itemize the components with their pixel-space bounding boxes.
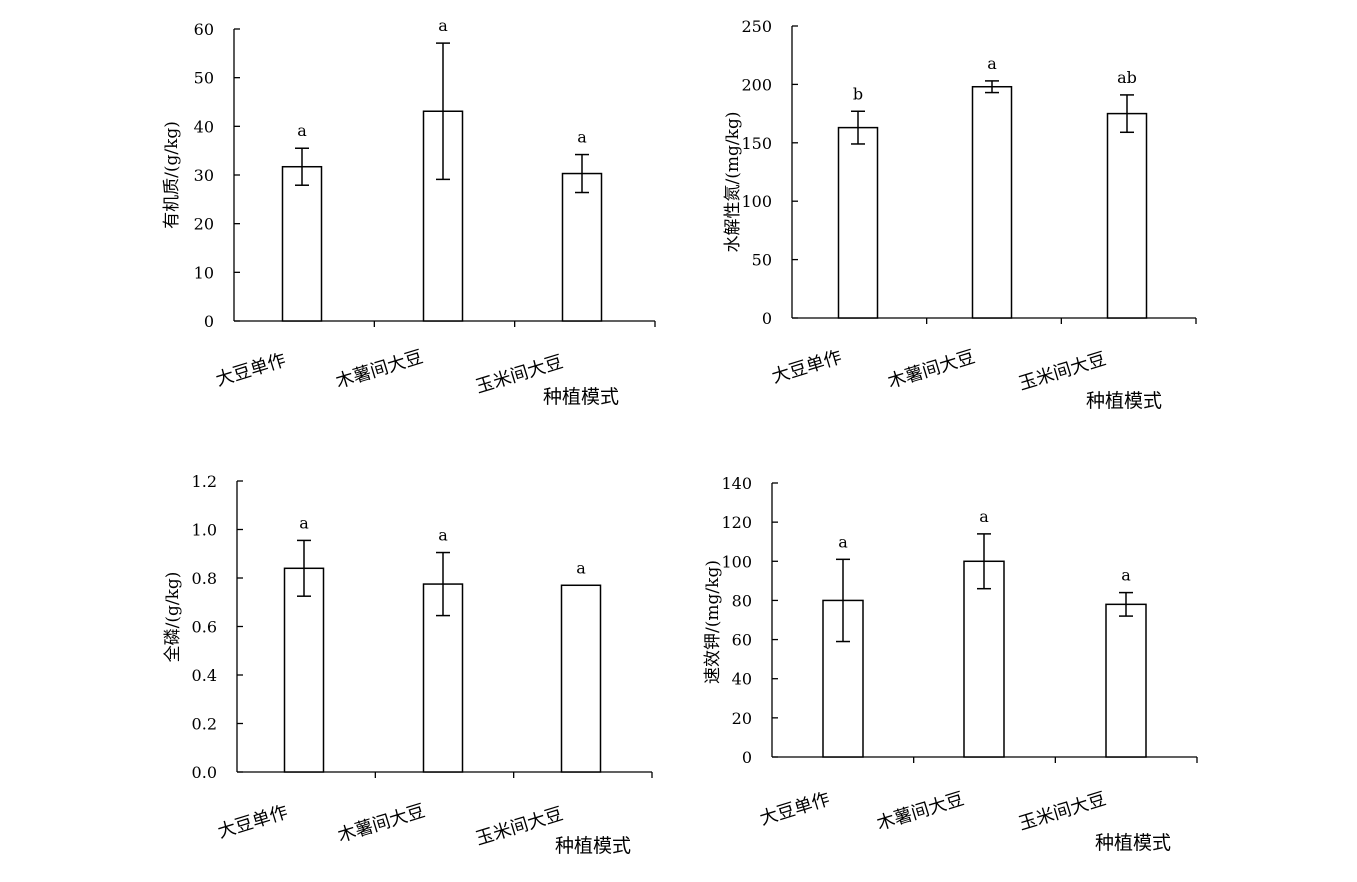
bar — [1105, 603, 1147, 758]
x-category-label: 木薯间大豆 — [333, 346, 425, 392]
y-tick-label: 40 — [194, 117, 214, 136]
x-category-label: 木薯间大豆 — [335, 800, 427, 846]
x-category-label: 玉米间大豆 — [1016, 788, 1108, 834]
x-category-label: 木薯间大豆 — [885, 346, 977, 392]
significance-label: a — [838, 532, 848, 551]
x-category-label: 大豆单作 — [215, 802, 290, 843]
bar — [561, 172, 603, 322]
significance-label: a — [987, 54, 997, 73]
x-category-label: 木薯间大豆 — [874, 788, 966, 834]
y-axis-label: 有机质/(g/kg) — [162, 121, 182, 229]
significance-label: a — [297, 121, 307, 140]
significance-label: a — [576, 558, 586, 577]
y-tick-label: 80 — [732, 591, 752, 610]
y-tick-label: 40 — [732, 670, 752, 689]
y-axis-label: 全磷/(g/kg) — [163, 572, 183, 663]
y-tick-label: 100 — [721, 552, 752, 571]
y-tick-label: 60 — [732, 631, 752, 650]
significance-label: a — [438, 16, 448, 35]
x-axis-label: 种植模式 — [1095, 832, 1171, 854]
significance-label: a — [438, 526, 448, 545]
bar — [281, 165, 323, 322]
chart-panel-2: 0 50 100 150 200 250 水解性氮/(mg/kg) b 大豆单作 a 木薯间大豆 ab… — [723, 17, 1197, 412]
y-tick-label: 0 — [742, 748, 752, 767]
y-tick-label: 150 — [741, 134, 772, 153]
y-tick-label: 0 — [762, 309, 772, 328]
x-axis-label: 种植模式 — [555, 835, 631, 857]
y-tick-label: 140 — [721, 474, 752, 493]
bar — [971, 85, 1013, 319]
chart-panel-4: 0 20 40 60 80 100 120 140 速效钾/(mg/kg) a 大豆单作 a 木薯间大豆… — [703, 474, 1198, 854]
significance-label: a — [299, 513, 309, 532]
y-axis-label: 水解性氮/(mg/kg) — [723, 112, 743, 253]
y-tick-label: 200 — [741, 75, 772, 94]
y-tick-label: 100 — [741, 192, 772, 211]
y-tick-label: 20 — [732, 709, 752, 728]
x-category-label: 大豆单作 — [769, 347, 844, 388]
bar — [560, 584, 602, 773]
y-tick-label: 0.2 — [192, 715, 217, 734]
y-tick-label: 10 — [194, 263, 214, 282]
significance-label: b — [853, 84, 863, 103]
x-axis-label: 种植模式 — [543, 386, 619, 408]
bar — [837, 126, 879, 319]
y-tick-label: 50 — [752, 251, 772, 270]
bar — [963, 560, 1005, 758]
y-tick-label: 50 — [194, 69, 214, 88]
y-tick-label: 1.0 — [192, 521, 217, 540]
chart-panel-3: 0.0 0.2 0.4 0.6 0.8 1.0 1.2 全磷/(g/kg) a 大豆单作 a 木薯间大… — [163, 472, 653, 857]
significance-label: ab — [1117, 68, 1137, 87]
significance-label: a — [979, 507, 989, 526]
y-axis-label: 速效钾/(mg/kg) — [703, 560, 723, 684]
y-tick-label: 0.8 — [192, 569, 217, 588]
y-tick-label: 60 — [194, 20, 214, 39]
y-tick-label: 30 — [194, 166, 214, 185]
y-tick-label: 0.4 — [192, 666, 217, 685]
x-axis-label: 种植模式 — [1086, 390, 1162, 412]
x-category-label: 玉米间大豆 — [473, 803, 565, 849]
y-tick-label: 0.6 — [192, 618, 217, 637]
x-category-label: 玉米间大豆 — [1016, 348, 1108, 394]
significance-label: a — [1121, 566, 1131, 585]
y-tick-label: 250 — [741, 17, 772, 36]
y-tick-label: 1.2 — [192, 472, 217, 491]
bar — [1106, 112, 1148, 319]
y-tick-label: 20 — [194, 215, 214, 234]
significance-label: a — [577, 128, 587, 147]
x-category-label: 大豆单作 — [213, 350, 288, 391]
y-tick-label: 0.0 — [192, 763, 217, 782]
bar — [283, 567, 325, 773]
y-tick-label: 120 — [721, 513, 752, 532]
y-tick-label: 0 — [204, 312, 214, 331]
x-category-label: 大豆单作 — [757, 789, 832, 830]
